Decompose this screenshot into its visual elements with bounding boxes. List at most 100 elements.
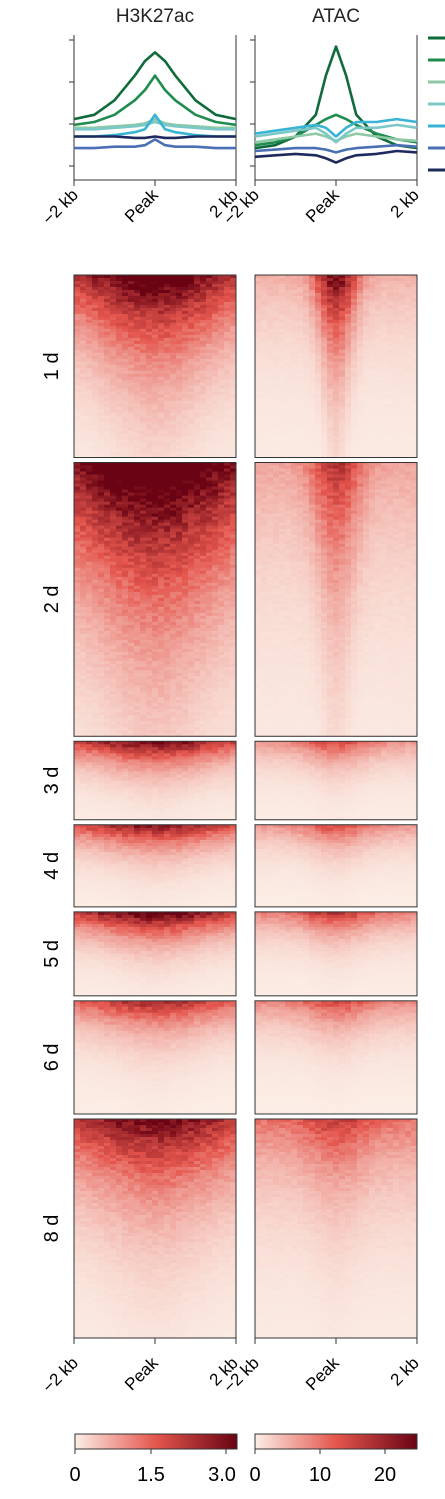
heatmap-cell xyxy=(188,571,194,574)
heatmap-cell xyxy=(116,434,122,437)
heatmap-cell xyxy=(176,398,182,401)
heatmap-cell xyxy=(74,787,80,790)
heatmap-cell xyxy=(128,365,134,368)
heatmap-cell xyxy=(218,311,224,314)
heatmap-cell xyxy=(152,317,158,320)
heatmap-cell xyxy=(152,781,158,784)
heatmap-cell xyxy=(110,550,116,553)
heatmap-cell xyxy=(86,431,92,434)
heatmap-cell xyxy=(110,771,116,774)
heatmap-cell xyxy=(188,413,194,416)
heatmap-cell xyxy=(176,784,182,787)
heatmap-cell xyxy=(104,317,110,320)
heatmap-cell xyxy=(116,523,122,526)
heatmap-cell xyxy=(116,676,122,679)
heatmap-cell xyxy=(188,784,194,787)
heatmap-cell xyxy=(218,392,224,395)
heatmap-cell xyxy=(116,529,122,532)
heatmap-cell xyxy=(152,631,158,634)
heatmap-cell xyxy=(164,302,170,305)
heatmap-cell xyxy=(86,721,92,724)
heatmap-cell xyxy=(164,446,170,449)
heatmap-cell xyxy=(170,368,176,371)
heatmap-cell xyxy=(134,368,140,371)
heatmap-cell xyxy=(176,326,182,329)
heatmap-cell xyxy=(176,837,182,840)
heatmap-cell xyxy=(194,619,200,622)
heatmap-cell xyxy=(230,825,236,828)
heatmap-cell xyxy=(200,640,206,643)
heatmap-cell xyxy=(152,685,158,688)
heatmap-cell xyxy=(152,694,158,697)
heatmap-cell xyxy=(206,419,212,422)
heatmap-cell xyxy=(110,673,116,676)
heatmap-cell xyxy=(104,332,110,335)
heatmap-cell xyxy=(182,793,188,796)
heatmap-cell xyxy=(170,481,176,484)
heatmap-cell xyxy=(152,550,158,553)
heatmap-cell xyxy=(212,550,218,553)
heatmap-cell xyxy=(170,422,176,425)
heatmap-cell xyxy=(110,520,116,523)
heatmap-cell xyxy=(74,673,80,676)
heatmap-cell xyxy=(128,431,134,434)
heatmap-cell xyxy=(218,338,224,341)
heatmap-cell xyxy=(98,502,104,505)
heatmap-cell xyxy=(194,784,200,787)
heatmap-cell xyxy=(212,469,218,472)
heatmap-cell xyxy=(86,556,92,559)
heatmap-cell xyxy=(152,404,158,407)
heatmap-cell xyxy=(104,837,110,840)
heatmap-cell xyxy=(230,753,236,756)
heatmap-cell xyxy=(224,296,230,299)
heatmap-cell xyxy=(206,664,212,667)
heatmap-cell xyxy=(224,437,230,440)
heatmap-cell xyxy=(212,691,218,694)
heatmap-cell xyxy=(218,741,224,744)
heatmap-cell xyxy=(200,523,206,526)
heatmap-cell xyxy=(170,413,176,416)
heatmap-cell xyxy=(206,601,212,604)
heatmap-cell xyxy=(200,329,206,332)
heatmap-cell xyxy=(170,759,176,762)
heatmap-cell xyxy=(80,607,86,610)
heatmap-cell xyxy=(134,753,140,756)
heatmap-cell xyxy=(80,790,86,793)
heatmap-cell xyxy=(140,466,146,469)
heatmap-cell xyxy=(80,814,86,817)
heatmap-cell xyxy=(182,287,188,290)
heatmap-cell xyxy=(188,586,194,589)
heatmap-cell xyxy=(86,640,92,643)
heatmap-cell xyxy=(110,691,116,694)
heatmap-cell xyxy=(122,475,128,478)
heatmap-cell xyxy=(164,595,170,598)
heatmap-cell xyxy=(110,759,116,762)
heatmap-cell xyxy=(230,598,236,601)
heatmap-cell xyxy=(128,771,134,774)
heatmap-cell xyxy=(74,466,80,469)
heatmap-cell xyxy=(122,709,128,712)
heatmap-cell xyxy=(170,721,176,724)
heatmap-cell xyxy=(98,664,104,667)
heatmap-cell xyxy=(116,655,122,658)
heatmap-cell xyxy=(164,463,170,466)
heatmap-cell xyxy=(212,774,218,777)
heatmap-cell xyxy=(110,574,116,577)
heatmap-cell xyxy=(188,718,194,721)
heatmap-cell xyxy=(140,428,146,431)
heatmap-cell xyxy=(224,670,230,673)
heatmap-cell xyxy=(158,449,164,452)
heatmap-cell xyxy=(134,398,140,401)
heatmap-cell xyxy=(134,646,140,649)
heatmap-cell xyxy=(128,828,134,831)
heatmap-cell xyxy=(98,281,104,284)
heatmap-cell xyxy=(164,811,170,814)
heatmap-cell xyxy=(98,395,104,398)
heatmap-cell xyxy=(170,362,176,365)
heatmap-cell xyxy=(158,311,164,314)
heatmap-cell xyxy=(164,538,170,541)
heatmap-cell xyxy=(134,329,140,332)
heatmap-cell xyxy=(104,475,110,478)
heatmap-cell xyxy=(206,362,212,365)
heatmap-cell xyxy=(188,691,194,694)
